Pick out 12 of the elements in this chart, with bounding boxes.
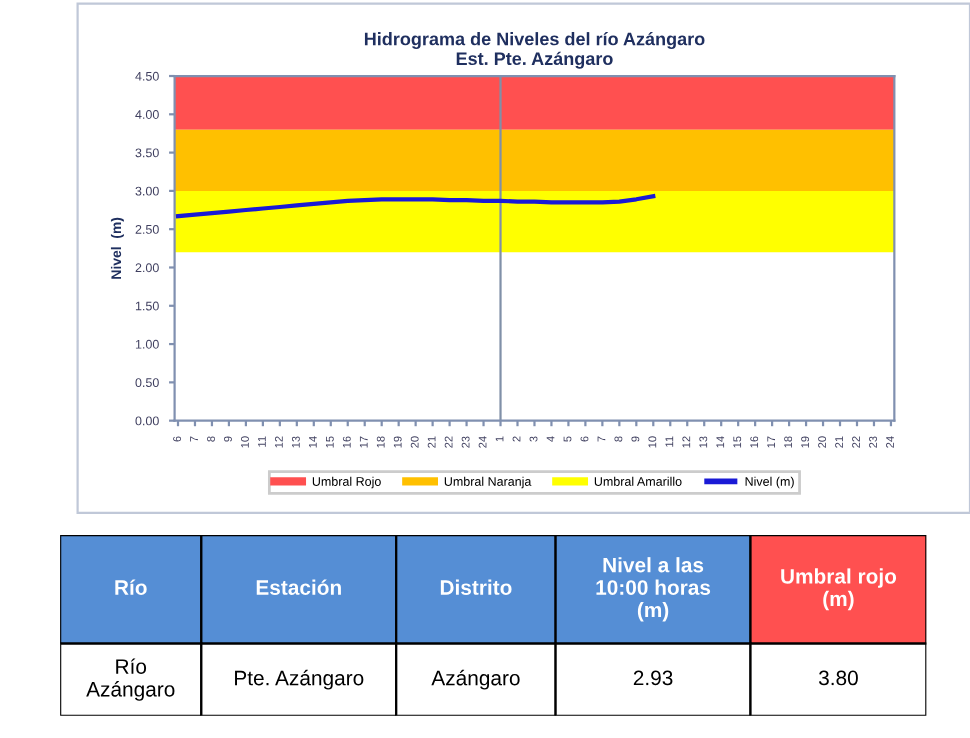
text: Distrito xyxy=(440,579,512,595)
text: Río xyxy=(115,579,147,595)
text: Umbral rojo (m) xyxy=(781,568,897,611)
text: Pte. Azángaro xyxy=(235,669,364,690)
line-series xyxy=(175,194,656,219)
text: Nivel a las 10:00 horas (m) xyxy=(596,557,711,622)
chart-title: Hidrograma de Niveles del río Azángaro Est. Pte. Azángaro xyxy=(364,31,705,69)
text: Estación xyxy=(256,579,341,595)
text: 3.80 xyxy=(818,670,858,686)
text: Azángaro xyxy=(431,669,520,690)
text: Río Azángaro xyxy=(86,658,175,701)
text: 2.93 xyxy=(633,670,673,686)
